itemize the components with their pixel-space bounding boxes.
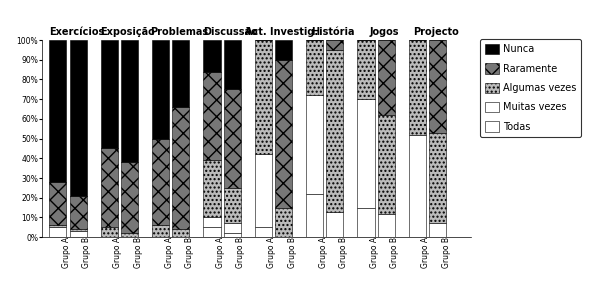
Bar — [326, 40, 344, 50]
Bar — [223, 89, 241, 188]
Bar — [223, 188, 241, 223]
Bar — [121, 40, 138, 162]
Bar — [101, 40, 118, 148]
Bar — [409, 135, 426, 237]
Bar — [306, 194, 323, 237]
Bar — [378, 213, 395, 237]
Bar — [255, 40, 272, 154]
Bar — [223, 40, 241, 89]
Bar — [172, 229, 190, 237]
Bar — [204, 227, 220, 237]
Bar — [121, 233, 138, 237]
Bar — [152, 40, 169, 139]
Bar — [172, 40, 190, 107]
Text: Jogos: Jogos — [370, 27, 399, 37]
Bar — [50, 227, 66, 237]
Bar — [306, 95, 323, 194]
Bar — [223, 233, 241, 237]
Text: Exercícios: Exercícios — [49, 27, 104, 37]
Bar — [358, 99, 374, 208]
Bar — [172, 107, 190, 229]
Text: Problemas: Problemas — [150, 27, 208, 37]
Bar — [101, 148, 118, 227]
Bar — [50, 225, 66, 227]
Text: Exposição: Exposição — [100, 27, 155, 37]
Text: Projecto: Projecto — [413, 27, 459, 37]
Bar — [326, 212, 344, 237]
Bar — [326, 50, 344, 212]
Bar — [255, 227, 272, 237]
Legend: Nunca, Raramente, Algumas vezes, Muitas vezes, Todas: Nunca, Raramente, Algumas vezes, Muitas … — [480, 39, 581, 137]
Bar — [69, 229, 86, 231]
Bar — [69, 231, 86, 237]
Bar — [101, 227, 118, 237]
Text: Discussão: Discussão — [204, 27, 258, 37]
Bar — [255, 154, 272, 227]
Bar — [152, 225, 169, 237]
Bar — [204, 40, 220, 71]
Bar — [69, 196, 86, 229]
Bar — [69, 40, 86, 196]
Bar — [275, 40, 292, 60]
Bar — [429, 40, 446, 133]
Bar — [204, 71, 220, 160]
Bar — [152, 139, 169, 225]
Bar — [378, 115, 395, 213]
Bar — [50, 182, 66, 225]
Text: Act. Investig.: Act. Investig. — [245, 27, 318, 37]
Bar — [306, 40, 323, 95]
Bar — [204, 217, 220, 227]
Bar — [429, 133, 446, 223]
Bar — [358, 40, 374, 99]
Bar — [378, 40, 395, 115]
Text: História: História — [312, 27, 355, 37]
Bar — [275, 208, 292, 237]
Bar — [50, 40, 66, 182]
Bar — [409, 40, 426, 135]
Bar — [223, 223, 241, 233]
Bar — [275, 60, 292, 208]
Bar — [204, 160, 220, 217]
Bar — [121, 162, 138, 233]
Bar — [358, 208, 374, 237]
Bar — [429, 223, 446, 237]
